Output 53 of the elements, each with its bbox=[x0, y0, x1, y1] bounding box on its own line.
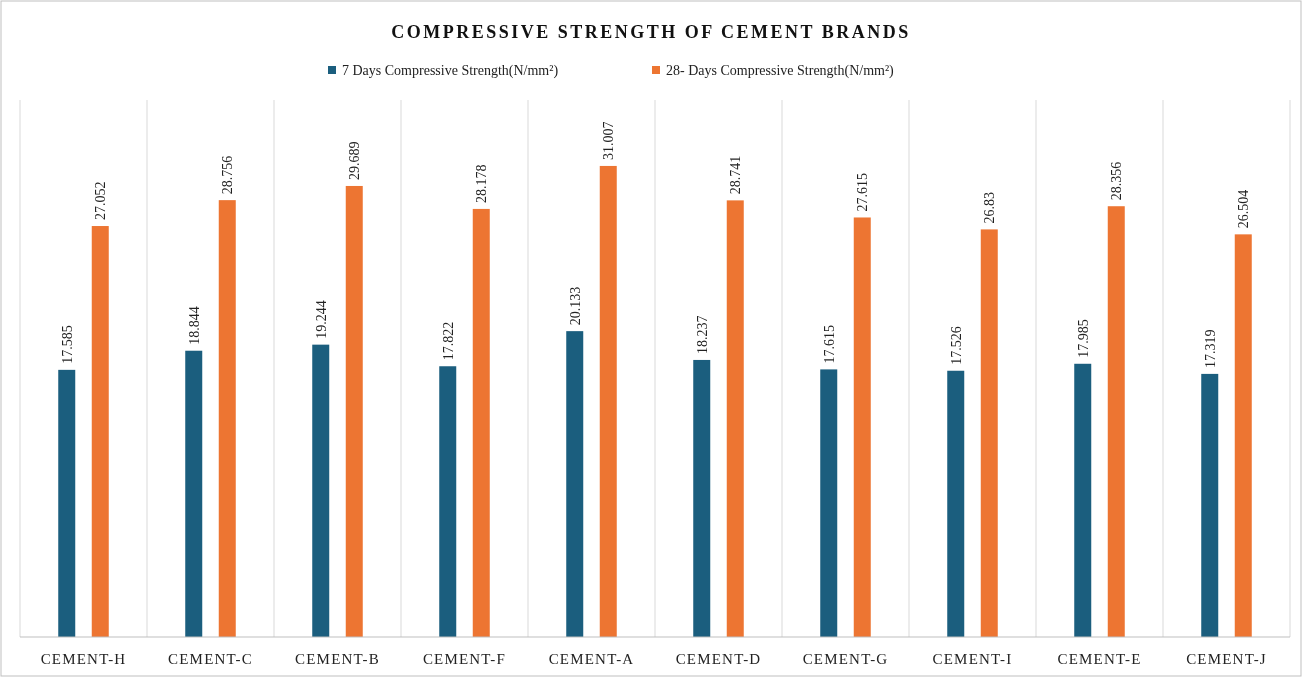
bar bbox=[472, 208, 490, 637]
bar bbox=[1234, 234, 1252, 637]
x-tick-label: CEMENT-G bbox=[802, 651, 889, 667]
x-tick-label: CEMENT-E bbox=[1057, 651, 1142, 667]
x-tick-label: CEMENT-B bbox=[295, 651, 380, 667]
data-label: 17.585 bbox=[59, 325, 75, 364]
data-label: 31.007 bbox=[601, 121, 617, 160]
bar bbox=[693, 359, 711, 637]
bar bbox=[1107, 206, 1125, 637]
bar bbox=[1074, 363, 1092, 637]
legend-label: 7 Days Compressive Strength(N/mm²) bbox=[342, 63, 559, 79]
bar bbox=[853, 217, 871, 637]
data-label: 28.356 bbox=[1109, 161, 1125, 201]
x-tick-label: CEMENT-D bbox=[675, 651, 762, 667]
data-label: 26.83 bbox=[982, 191, 998, 224]
data-label: 19.244 bbox=[313, 300, 329, 339]
x-tick-label: CEMENT-A bbox=[548, 651, 635, 667]
bar bbox=[345, 185, 363, 637]
legend-label: 28- Days Compressive Strength(N/mm²) bbox=[666, 63, 895, 79]
chart-title: COMPRESSIVE STRENGTH OF CEMENT BRANDS bbox=[391, 22, 911, 42]
bar bbox=[820, 369, 838, 637]
data-label: 17.985 bbox=[1075, 319, 1091, 358]
bar bbox=[218, 200, 236, 637]
data-label: 20.133 bbox=[567, 286, 583, 326]
bar bbox=[312, 344, 330, 637]
x-tick-label: CEMENT-C bbox=[168, 651, 253, 667]
data-label: 26.504 bbox=[1236, 189, 1252, 229]
data-label: 29.689 bbox=[347, 141, 363, 180]
data-label: 18.844 bbox=[186, 306, 202, 345]
bar bbox=[91, 226, 109, 637]
x-tick-label: CEMENT-F bbox=[422, 651, 507, 667]
data-label: 17.615 bbox=[821, 324, 837, 364]
data-label: 17.822 bbox=[440, 321, 456, 361]
data-label: 28.756 bbox=[220, 155, 236, 195]
bar bbox=[726, 200, 744, 637]
data-label: 17.526 bbox=[948, 326, 964, 365]
bar bbox=[185, 350, 203, 637]
bar bbox=[980, 229, 998, 637]
data-label: 28.741 bbox=[728, 155, 744, 195]
data-label: 17.319 bbox=[1202, 329, 1218, 368]
x-tick-label: CEMENT-I bbox=[932, 651, 1013, 667]
bar bbox=[58, 369, 76, 637]
data-label: 27.052 bbox=[93, 181, 109, 221]
x-tick-label: CEMENT-H bbox=[40, 651, 127, 667]
data-label: 18.237 bbox=[694, 315, 710, 354]
bar bbox=[439, 366, 457, 637]
bar bbox=[566, 331, 584, 637]
bar bbox=[599, 165, 617, 637]
bar bbox=[1201, 373, 1219, 637]
x-tick-label: CEMENT-J bbox=[1186, 651, 1267, 667]
data-label: 28.178 bbox=[474, 164, 490, 203]
data-label: 27.615 bbox=[855, 172, 871, 212]
bar bbox=[947, 370, 965, 637]
